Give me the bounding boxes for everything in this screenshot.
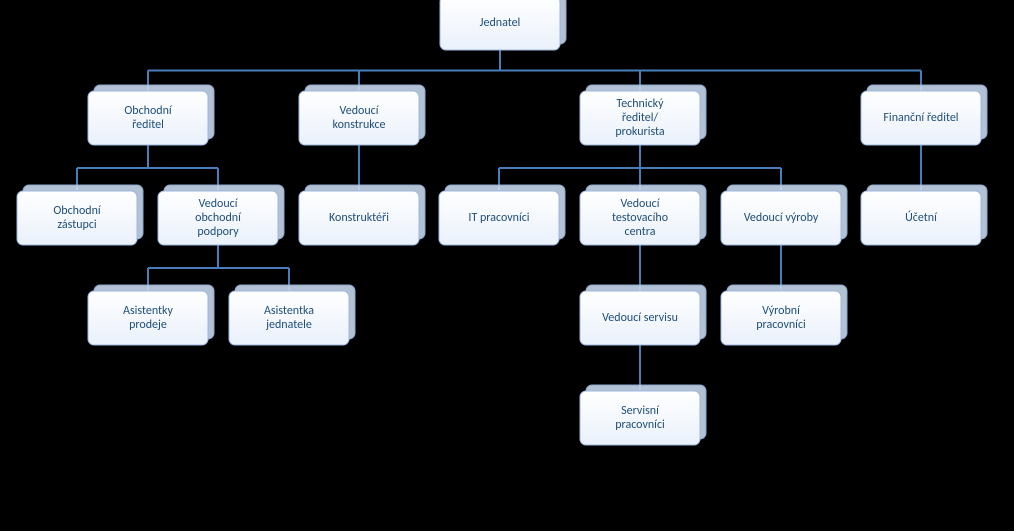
org-node-ucetni: Účetní xyxy=(861,185,987,245)
org-node-ved_vyroby: Vedoucí výroby xyxy=(721,185,847,245)
org-node-label: IT pracovníci xyxy=(468,211,529,225)
org-node-label: Konstruktéři xyxy=(329,211,389,225)
org-node-label: Finanční ředitel xyxy=(883,111,958,125)
org-node-label: Jednatel xyxy=(480,16,521,30)
org-node-label: Vedoucíobchodnípodpory xyxy=(195,197,242,239)
org-chart: Jednatel Obchodníředitel Vedoucíkonstrukce… xyxy=(0,0,1014,531)
org-node-label: Asistentkyprodeje xyxy=(123,304,173,332)
org-node-label: Účetní xyxy=(905,210,938,225)
org-node-vyrob_prac: Výrobnípracovníci xyxy=(721,285,847,345)
nodes: Jednatel Obchodníředitel Vedoucíkonstrukce… xyxy=(17,0,987,445)
org-node-label: Obchodnízástupci xyxy=(53,204,102,232)
org-node-tech_red: Technickýředitel/prokurista xyxy=(580,85,706,145)
org-node-obch_red: Obchodníředitel xyxy=(88,85,214,145)
org-node-label: Vedoucíkonstrukce xyxy=(333,104,386,132)
org-node-it: IT pracovníci xyxy=(439,185,565,245)
org-node-label: Výrobnípracovníci xyxy=(756,304,806,332)
org-node-obch_zast: Obchodnízástupci xyxy=(17,185,143,245)
org-node-label: Vedoucí výroby xyxy=(744,211,819,225)
org-node-ved_obch_pod: Vedoucíobchodnípodpory xyxy=(158,185,284,245)
org-node-label: Technickýředitel/prokurista xyxy=(615,97,665,139)
org-node-konstr: Konstruktéři xyxy=(299,185,425,245)
org-node-ved_konstr: Vedoucíkonstrukce xyxy=(299,85,425,145)
org-node-fin_red: Finanční ředitel xyxy=(861,85,987,145)
org-node-label: Vedoucí servisu xyxy=(602,311,678,325)
org-node-jednatel: Jednatel xyxy=(440,0,566,50)
org-node-asist_prod: Asistentkyprodeje xyxy=(88,285,214,345)
org-node-label: Asistentkajednatele xyxy=(264,304,314,332)
org-node-serv_prac: Servisnípracovníci xyxy=(580,385,706,445)
org-node-label: Servisnípracovníci xyxy=(615,404,665,432)
org-node-ved_servis: Vedoucí servisu xyxy=(580,285,706,345)
org-node-asist_jed: Asistentkajednatele xyxy=(229,285,355,345)
org-node-ved_test: Vedoucítestovacíhocentra xyxy=(580,185,706,245)
